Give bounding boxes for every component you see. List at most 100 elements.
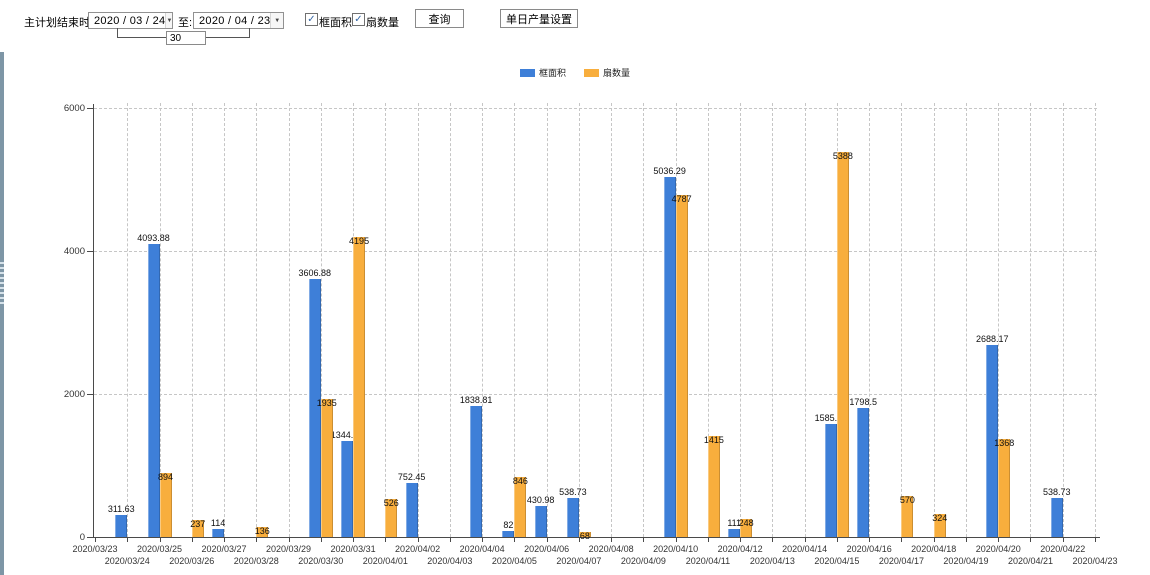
bar-扇数量-2020/04/01	[385, 499, 398, 537]
x-tick-label: 2020/03/28	[233, 556, 279, 566]
x-axis-tick	[1062, 538, 1064, 542]
legend-item-sash-count: 扇数量	[584, 66, 630, 79]
x-axis-tick	[256, 538, 258, 542]
bar-扇数量-2020/03/25	[159, 473, 172, 537]
legend-item-frame-area: 框面积	[519, 66, 566, 79]
bar-框面积-2020/03/30	[308, 279, 321, 537]
sash-count-checkbox[interactable]: ✓	[352, 13, 365, 26]
grid-vline	[191, 103, 193, 537]
chevron-down-icon[interactable]: ▼	[270, 13, 283, 28]
grid-hline	[94, 394, 1097, 395]
y-axis-line	[93, 104, 94, 538]
connector-line	[117, 28, 118, 38]
left-edge-splitter[interactable]	[0, 0, 4, 575]
x-axis-tick	[707, 538, 709, 542]
x-axis-tick	[546, 538, 548, 542]
x-axis-tick	[449, 538, 451, 542]
bar-value-label: 430.98	[526, 495, 555, 505]
x-axis-tick	[965, 538, 967, 542]
chevron-down-icon[interactable]: ▼	[165, 13, 173, 28]
x-axis-tick	[740, 538, 742, 542]
x-tick-label: 2020/04/19	[943, 556, 989, 566]
grid-vline	[449, 103, 451, 537]
bar-框面积-2020/03/31	[341, 441, 354, 537]
x-tick-label: 2020/04/13	[749, 556, 795, 566]
grid-vline	[224, 103, 226, 537]
y-axis-tick	[87, 108, 93, 109]
bar-框面积-2020/03/24	[115, 515, 128, 537]
date-from-combo[interactable]: 2020 / 03 / 24 ▼	[88, 12, 173, 29]
grid-vline	[707, 103, 709, 537]
x-tick-label: 2020/04/18	[911, 544, 957, 554]
x-axis-tick	[1095, 538, 1096, 542]
bar-value-label: 526	[383, 498, 399, 508]
bar-value-label: 324	[932, 513, 948, 523]
x-tick-label: 2020/04/04	[459, 544, 505, 554]
grid-vline	[998, 103, 1000, 537]
x-tick-label: 2020/03/30	[298, 556, 344, 566]
grid-vline	[320, 103, 322, 537]
x-tick-label: 2020/04/21	[1007, 556, 1053, 566]
sash-count-checkbox-label[interactable]: 扇数量	[366, 17, 399, 29]
check-icon: ✓	[354, 13, 363, 25]
x-axis-tick	[675, 538, 677, 542]
grid-vline	[1062, 103, 1064, 537]
date-to-combo[interactable]: 2020 / 04 / 23 ▼	[193, 12, 284, 29]
bar-value-label: 111	[727, 518, 741, 528]
bar-框面积-2020/04/16	[857, 408, 870, 537]
bar-扇数量-2020/04/20	[998, 439, 1011, 537]
x-tick-label: 2020/03/27	[201, 544, 247, 554]
splitter-grip-icon	[0, 262, 4, 306]
y-tick-label: 0	[79, 532, 85, 543]
frame-area-checkbox-label[interactable]: 框面积	[319, 17, 352, 29]
x-axis-tick	[836, 538, 838, 542]
x-axis-tick	[482, 538, 484, 542]
x-axis-tick	[417, 538, 419, 542]
bar-value-label: 1368	[994, 438, 1015, 448]
bar-value-label: 570	[899, 495, 915, 505]
query-button[interactable]: 查询	[415, 9, 464, 28]
daily-output-settings-button[interactable]: 单日产量设置	[500, 9, 578, 28]
x-axis-tick	[159, 538, 161, 542]
bar-扇数量-2020/04/10	[675, 195, 688, 537]
check-icon: ✓	[307, 13, 316, 25]
bar-扇数量-2020/03/30	[320, 399, 333, 537]
x-tick-label: 2020/03/24	[104, 556, 150, 566]
x-tick-label: 2020/03/26	[169, 556, 215, 566]
bar-value-label: 538.73	[1042, 487, 1071, 497]
y-axis-tick	[87, 394, 93, 395]
bar-value-label: 1344.95	[330, 430, 364, 440]
x-axis-tick	[127, 538, 129, 542]
frame-area-checkbox[interactable]: ✓	[305, 13, 318, 26]
bar-框面积-2020/03/25	[147, 244, 160, 537]
bar-value-label: 1798.5	[849, 397, 877, 407]
grid-vline	[804, 103, 806, 537]
bar-扇数量-2020/03/26	[191, 520, 204, 537]
grid-vline	[965, 103, 967, 537]
legend-swatch-orange	[584, 68, 599, 77]
x-axis-tick	[385, 538, 387, 542]
x-axis-tick	[288, 538, 290, 542]
x-axis-tick	[998, 538, 1000, 542]
days-count-input[interactable]	[166, 31, 206, 45]
x-axis-tick	[869, 538, 871, 542]
bar-框面积-2020/04/20	[986, 345, 999, 537]
grid-hline	[94, 108, 1097, 109]
x-tick-label: 2020/04/09	[620, 556, 666, 566]
chart-legend: 框面积 扇数量	[0, 66, 1150, 79]
grid-vline	[256, 103, 258, 537]
bar-value-label: 5388	[832, 151, 853, 161]
x-axis-tick	[514, 538, 516, 542]
bar-value-label: 136	[254, 526, 270, 536]
bar-value-label: 114	[210, 518, 226, 528]
bar-框面积-2020/04/06	[534, 506, 547, 537]
legend-label: 框面积	[538, 68, 566, 78]
x-tick-label: 2020/03/31	[330, 544, 376, 554]
x-tick-label: 2020/03/23	[72, 544, 118, 554]
grid-vline	[514, 103, 516, 537]
x-tick-label: 2020/03/25	[136, 544, 183, 554]
bar-框面积-2020/04/04	[470, 406, 483, 537]
grid-vline	[385, 103, 387, 537]
grid-vline	[417, 103, 419, 537]
